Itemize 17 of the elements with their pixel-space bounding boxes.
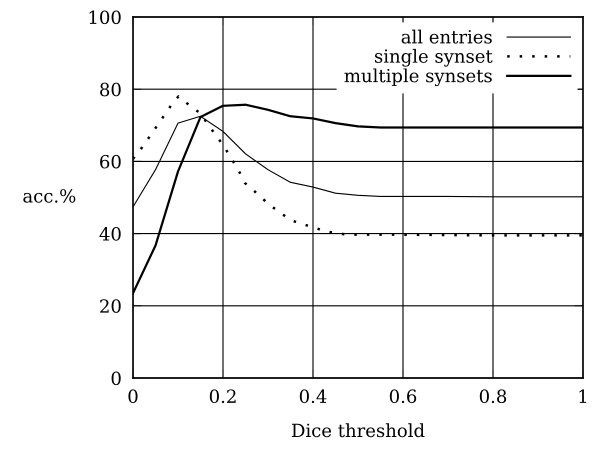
x-tick-label: 0.8 xyxy=(480,389,506,404)
y-tick-label: 60 xyxy=(100,154,121,169)
x-tick-label: 0 xyxy=(128,389,138,404)
y-tick-label: 20 xyxy=(100,299,121,313)
x-tick-label: 0.6 xyxy=(390,389,416,404)
x-axis-title: Dice threshold xyxy=(292,423,425,438)
x-tick-label: 0.2 xyxy=(210,389,236,404)
x-tick-label: 1 xyxy=(579,389,586,403)
x-tick-label: 0.4 xyxy=(300,389,326,404)
y-tick-label: 100 xyxy=(90,10,121,24)
y-tick-label: 40 xyxy=(99,227,121,241)
legend-label: all entries xyxy=(402,30,492,44)
legend-label: single synset xyxy=(375,48,493,67)
y-tick-label: 0 xyxy=(112,371,121,386)
y-axis-title: acc.% xyxy=(23,189,76,203)
legend-label: multiple synsets xyxy=(344,68,492,86)
y-tick-label: 80 xyxy=(100,82,121,96)
